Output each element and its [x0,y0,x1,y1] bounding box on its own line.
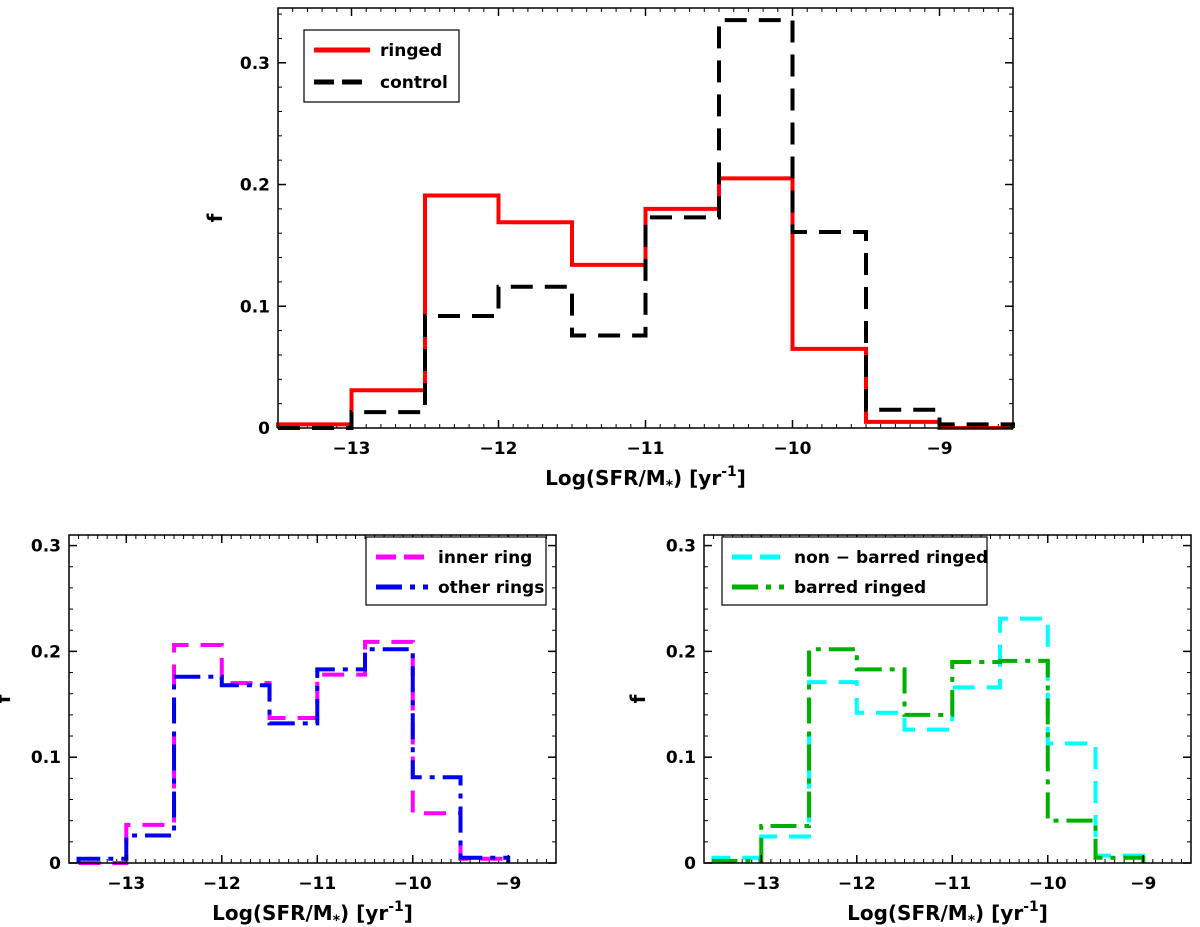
legend-box [365,536,547,606]
plot-frame [703,534,1192,864]
x-tick-label: −13 [742,874,780,894]
x-tick-label: −11 [627,439,665,459]
x-tick-label: −11 [298,874,336,894]
y-tick-label: 0 [258,419,270,439]
x-tick-label: −9 [926,439,952,459]
legend: non − barred ringed barred ringed [721,536,988,606]
y-tick-label: 0.2 [240,176,270,196]
y-tick-label: 0 [684,854,696,874]
legend-label: control [380,73,448,93]
x-tick-label: −10 [1029,874,1067,894]
x-tick-label: −9 [1130,874,1156,894]
series-line-barred-ringed [711,647,1146,863]
y-tick-label: 0.1 [240,297,270,317]
x-tick-label: −13 [333,439,371,459]
legend-box [303,29,460,103]
chart-panel-3: −13 −12 −11 −10 −9 0 0.1 0.2 0.3 Log(SFR/M*) [yr-… [626,534,1192,927]
legend-label: non − barred ringed [794,548,988,568]
x-tick-label: −11 [933,874,971,894]
chart-panel-1: −13 −12 −11 −10 −9 0 0.1 0.2 0.3 Log(SFR/M*) [yr-… [203,7,1015,494]
y-tick-label: 0.1 [31,748,61,768]
legend: inner ring other rings [365,536,547,606]
y-axis-title: f [203,213,227,222]
y-axis-title: f [626,694,650,703]
legend-label: inner ring [438,548,532,568]
x-tick-label: −12 [203,874,241,894]
series-line-other-rings [76,647,511,863]
x-tick-label: −13 [107,874,145,894]
series-line-non-barred-ringed [711,616,1146,863]
series-line-inner-ring [78,639,511,865]
x-tick-label: −10 [394,874,432,894]
y-tick-label: 0.3 [31,537,61,557]
y-tick-label: 0 [49,854,61,874]
legend-label: ringed [380,41,442,61]
legend-box [721,536,988,606]
x-tick-label: −10 [774,439,812,459]
x-tick-label: −12 [480,439,518,459]
x-tick-label: −12 [838,874,876,894]
chart-panel-2: −13 −12 −11 −10 −9 0 0.1 0.2 0.3 Log(SFR/M*) [yr-… [0,534,557,927]
x-tick-label: −9 [495,874,521,894]
y-tick-label: 0.2 [666,642,696,662]
y-tick-label: 0.3 [666,537,696,557]
series-line-control [278,18,1015,430]
legend: ringed control [303,29,460,103]
y-tick-label: 0.2 [31,642,61,662]
x-axis-title: Log(SFR/M*) [yr-1] [545,464,746,494]
x-axis-title: Log(SFR/M*) [yr-1] [212,899,413,927]
y-tick-label: 0.3 [240,54,270,74]
y-tick-label: 0.1 [666,748,696,768]
plot-frame [68,534,557,864]
y-axis-title: f [0,694,15,703]
legend-label: barred ringed [794,578,926,598]
legend-label: other rings [438,578,544,598]
x-axis-title: Log(SFR/M*) [yr-1] [847,899,1048,927]
